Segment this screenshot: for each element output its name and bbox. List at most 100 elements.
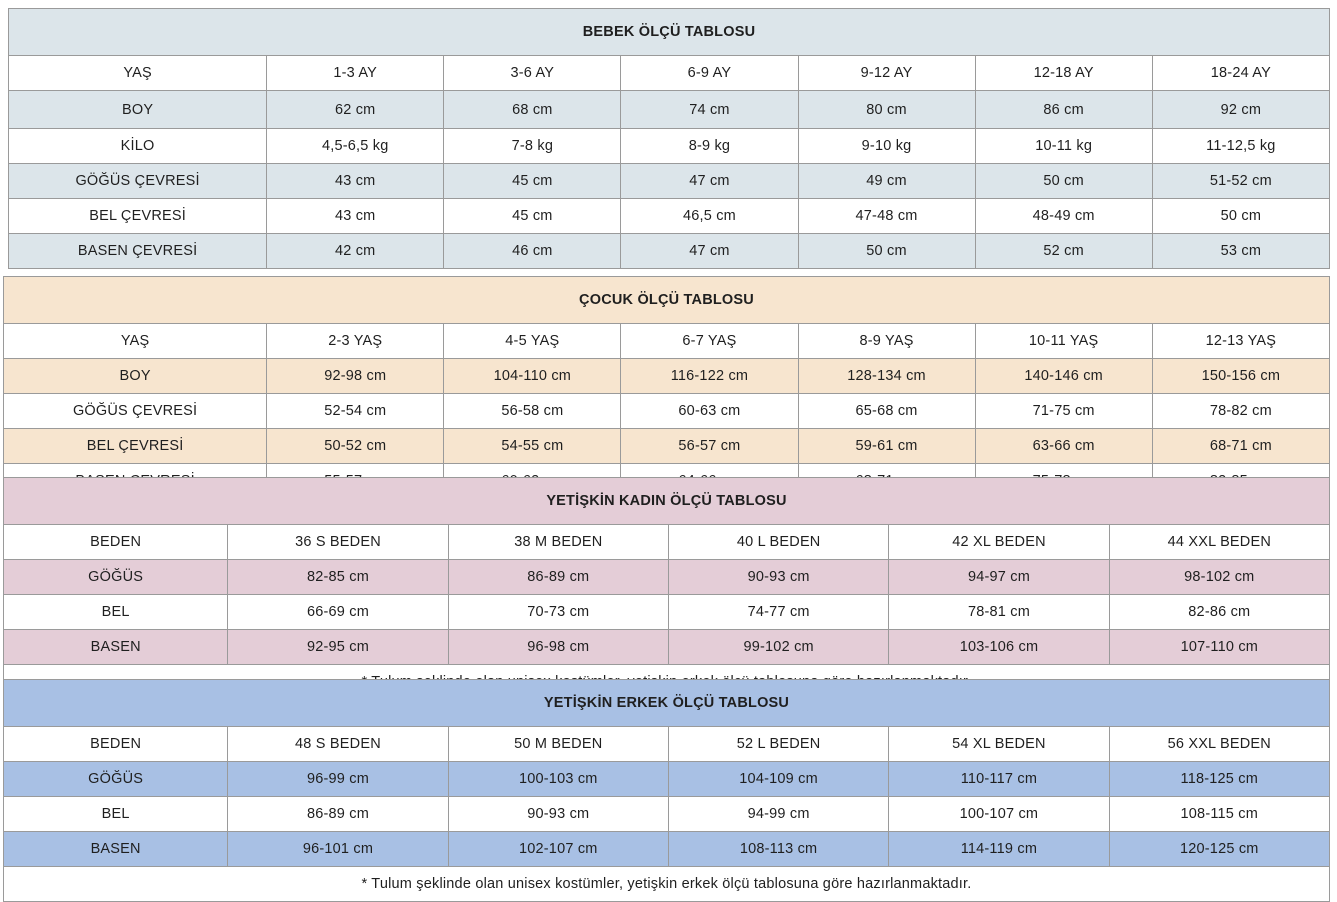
- table-row: GÖĞÜS 96-99 cm 100-103 cm 104-109 cm 110…: [2, 761, 1331, 797]
- men-row-0-cell-4: 110-117 cm: [888, 761, 1110, 797]
- baby-row-2-cell-0: GÖĞÜS ÇEVRESİ: [7, 163, 268, 199]
- baby-row-4-cell-5: 52 cm: [974, 233, 1153, 269]
- women-row-2-cell-5: 107-110 cm: [1108, 629, 1331, 665]
- women-row-1-cell-0: BEL: [2, 594, 229, 630]
- table-row: BEL 86-89 cm 90-93 cm 94-99 cm 100-107 c…: [2, 796, 1331, 832]
- baby-row-4-cell-2: 46 cm: [443, 233, 622, 269]
- men-row-2-cell-0: BASEN: [2, 831, 229, 867]
- women-row-2-cell-3: 99-102 cm: [667, 629, 890, 665]
- women-header-cell-4: 42 XL BEDEN: [888, 524, 1110, 560]
- baby-row-4-cell-1: 42 cm: [266, 233, 445, 269]
- baby-row-1-cell-6: 11-12,5 kg: [1151, 128, 1331, 164]
- women-header-cell-5: 44 XXL BEDEN: [1108, 524, 1331, 560]
- women-row-0-cell-2: 86-89 cm: [447, 559, 669, 595]
- men-note-row: * Tulum şeklinde olan unisex kostümler, …: [3, 866, 1330, 902]
- baby-row-0-cell-5: 86 cm: [974, 90, 1153, 129]
- table-row: GÖĞÜS ÇEVRESİ 52-54 cm 56-58 cm 60-63 cm…: [2, 393, 1331, 429]
- child-row-0-cell-5: 140-146 cm: [974, 358, 1153, 394]
- table-row: KİLO 4,5-6,5 kg 7-8 kg 8-9 kg 9-10 kg 10…: [7, 128, 1331, 164]
- child-row-1-cell-6: 78-82 cm: [1151, 393, 1331, 429]
- men-row-2-cell-1: 96-101 cm: [227, 831, 449, 867]
- men-header-cell-2: 50 M BEDEN: [447, 726, 669, 762]
- size-chart-page: BEBEK ÖLÇÜ TABLOSU YAŞ 1-3 AY 3-6 AY 6-9…: [2, 8, 1331, 902]
- child-header-row: YAŞ 2-3 YAŞ 4-5 YAŞ 6-7 YAŞ 8-9 YAŞ 10-1…: [2, 323, 1331, 359]
- baby-row-0-cell-2: 68 cm: [443, 90, 622, 129]
- women-row-0-cell-3: 90-93 cm: [667, 559, 890, 595]
- men-table-title: YETİŞKİN ERKEK ÖLÇÜ TABLOSU: [3, 679, 1330, 727]
- women-row-1-cell-4: 78-81 cm: [888, 594, 1110, 630]
- baby-row-2-cell-5: 50 cm: [974, 163, 1153, 199]
- baby-header-cell-1: 1-3 AY: [266, 55, 445, 91]
- men-row-1-cell-5: 108-115 cm: [1108, 796, 1331, 832]
- baby-row-3-cell-5: 48-49 cm: [974, 198, 1153, 234]
- baby-row-0-cell-1: 62 cm: [266, 90, 445, 129]
- women-row-1-cell-1: 66-69 cm: [227, 594, 449, 630]
- baby-row-3-cell-3: 46,5 cm: [620, 198, 799, 234]
- women-row-0-cell-5: 98-102 cm: [1108, 559, 1331, 595]
- women-header-cell-0: BEDEN: [2, 524, 229, 560]
- baby-row-3-cell-4: 47-48 cm: [797, 198, 976, 234]
- men-row-0-cell-5: 118-125 cm: [1108, 761, 1331, 797]
- child-title-row: ÇOCUK ÖLÇÜ TABLOSU: [3, 276, 1330, 324]
- baby-row-0-cell-0: BOY: [7, 90, 268, 129]
- men-header-cell-4: 54 XL BEDEN: [888, 726, 1110, 762]
- men-row-0-cell-2: 100-103 cm: [447, 761, 669, 797]
- child-row-0-cell-4: 128-134 cm: [797, 358, 976, 394]
- child-table-title: ÇOCUK ÖLÇÜ TABLOSU: [3, 276, 1330, 324]
- table-row: GÖĞÜS 82-85 cm 86-89 cm 90-93 cm 94-97 c…: [2, 559, 1331, 595]
- child-header-cell-6: 12-13 YAŞ: [1151, 323, 1331, 359]
- women-row-1-cell-2: 70-73 cm: [447, 594, 669, 630]
- baby-row-3-cell-1: 43 cm: [266, 198, 445, 234]
- child-row-2-cell-5: 63-66 cm: [974, 428, 1153, 464]
- child-row-0-cell-1: 92-98 cm: [266, 358, 445, 394]
- women-header-row: BEDEN 36 S BEDEN 38 M BEDEN 40 L BEDEN 4…: [2, 524, 1331, 560]
- women-row-0-cell-1: 82-85 cm: [227, 559, 449, 595]
- men-title-row: YETİŞKİN ERKEK ÖLÇÜ TABLOSU: [3, 679, 1330, 727]
- women-row-2-cell-4: 103-106 cm: [888, 629, 1110, 665]
- women-row-0-cell-0: GÖĞÜS: [2, 559, 229, 595]
- men-row-1-cell-3: 94-99 cm: [667, 796, 890, 832]
- women-row-1-cell-5: 82-86 cm: [1108, 594, 1331, 630]
- table-row: BOY 62 cm 68 cm 74 cm 80 cm 86 cm 92 cm: [7, 90, 1331, 129]
- men-header-row: BEDEN 48 S BEDEN 50 M BEDEN 52 L BEDEN 5…: [2, 726, 1331, 762]
- table-row: GÖĞÜS ÇEVRESİ 43 cm 45 cm 47 cm 49 cm 50…: [7, 163, 1331, 199]
- child-header-cell-1: 2-3 YAŞ: [266, 323, 445, 359]
- baby-row-2-cell-4: 49 cm: [797, 163, 976, 199]
- women-header-cell-2: 38 M BEDEN: [447, 524, 669, 560]
- baby-row-0-cell-6: 92 cm: [1151, 90, 1331, 129]
- baby-row-3-cell-6: 50 cm: [1151, 198, 1331, 234]
- table-row: BASEN 96-101 cm 102-107 cm 108-113 cm 11…: [2, 831, 1331, 867]
- men-row-1-cell-1: 86-89 cm: [227, 796, 449, 832]
- baby-header-row: YAŞ 1-3 AY 3-6 AY 6-9 AY 9-12 AY 12-18 A…: [7, 55, 1331, 91]
- baby-row-1-cell-5: 10-11 kg: [974, 128, 1153, 164]
- child-row-1-cell-1: 52-54 cm: [266, 393, 445, 429]
- baby-size-table: BEBEK ÖLÇÜ TABLOSU YAŞ 1-3 AY 3-6 AY 6-9…: [7, 8, 1331, 269]
- baby-row-3-cell-2: 45 cm: [443, 198, 622, 234]
- child-header-cell-3: 6-7 YAŞ: [620, 323, 799, 359]
- men-row-0-cell-3: 104-109 cm: [667, 761, 890, 797]
- baby-header-cell-0: YAŞ: [7, 55, 268, 91]
- baby-row-1-cell-3: 8-9 kg: [620, 128, 799, 164]
- women-title-row: YETİŞKİN KADIN ÖLÇÜ TABLOSU: [3, 477, 1330, 525]
- baby-title-row: BEBEK ÖLÇÜ TABLOSU: [8, 8, 1330, 56]
- men-row-1-cell-0: BEL: [2, 796, 229, 832]
- baby-row-4-cell-6: 53 cm: [1151, 233, 1331, 269]
- women-row-1-cell-3: 74-77 cm: [667, 594, 890, 630]
- table-row: BEL ÇEVRESİ 43 cm 45 cm 46,5 cm 47-48 cm…: [7, 198, 1331, 234]
- baby-row-0-cell-4: 80 cm: [797, 90, 976, 129]
- child-row-1-cell-4: 65-68 cm: [797, 393, 976, 429]
- baby-row-1-cell-1: 4,5-6,5 kg: [266, 128, 445, 164]
- men-row-2-cell-3: 108-113 cm: [667, 831, 890, 867]
- child-row-2-cell-0: BEL ÇEVRESİ: [2, 428, 268, 464]
- men-row-2-cell-5: 120-125 cm: [1108, 831, 1331, 867]
- baby-row-2-cell-6: 51-52 cm: [1151, 163, 1331, 199]
- women-header-cell-3: 40 L BEDEN: [667, 524, 890, 560]
- women-row-2-cell-2: 96-98 cm: [447, 629, 669, 665]
- baby-header-cell-2: 3-6 AY: [443, 55, 622, 91]
- child-row-0-cell-3: 116-122 cm: [620, 358, 799, 394]
- baby-row-2-cell-3: 47 cm: [620, 163, 799, 199]
- women-size-table: YETİŞKİN KADIN ÖLÇÜ TABLOSU BEDEN 36 S B…: [2, 477, 1331, 700]
- men-row-2-cell-2: 102-107 cm: [447, 831, 669, 867]
- women-header-cell-1: 36 S BEDEN: [227, 524, 449, 560]
- child-row-1-cell-5: 71-75 cm: [974, 393, 1153, 429]
